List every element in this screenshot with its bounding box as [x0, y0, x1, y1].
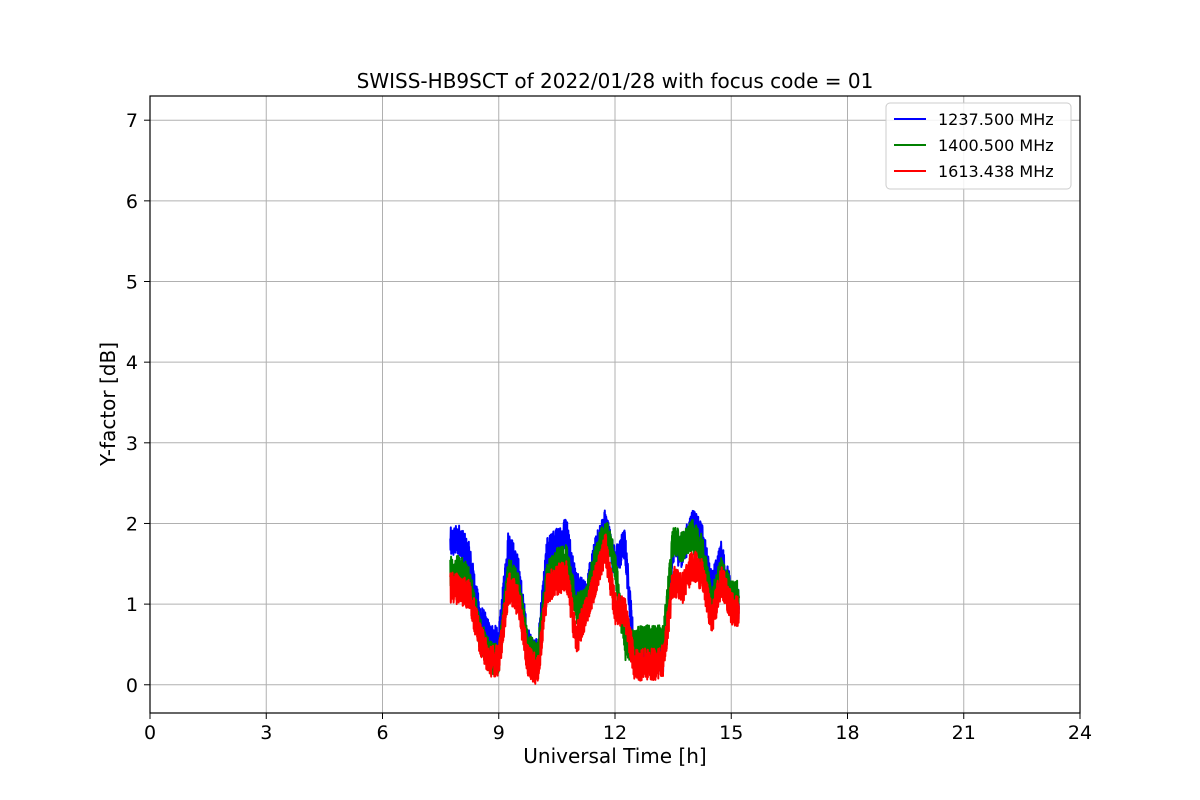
y-tick-label: 1: [126, 594, 138, 616]
chart-title: SWISS-HB9SCT of 2022/01/28 with focus co…: [357, 69, 874, 93]
plot-area: [449, 509, 740, 685]
legend: 1237.500 MHz 1400.500 MHz 1613.438 MHz: [885, 102, 1072, 190]
legend-label: 1400.500 MHz: [938, 136, 1054, 155]
x-tick-label: 6: [376, 722, 388, 744]
x-axis: 0 3 6 9 12 15 18 21 24: [144, 713, 1092, 744]
x-tick-label: 21: [952, 722, 976, 744]
x-tick-label: 9: [493, 722, 505, 744]
legend-label: 1613.438 MHz: [938, 162, 1054, 181]
legend-label: 1237.500 MHz: [938, 110, 1054, 129]
y-axis: 0 1 2 3 4 5 6 7: [126, 110, 150, 697]
y-tick-label: 3: [126, 433, 138, 455]
y-tick-label: 0: [126, 675, 138, 697]
x-tick-label: 24: [1068, 722, 1092, 744]
x-tick-label: 18: [835, 722, 859, 744]
x-tick-label: 12: [603, 722, 627, 744]
x-tick-label: 3: [260, 722, 272, 744]
y-axis-label: Y-factor [dB]: [96, 342, 120, 467]
y-tick-label: 4: [126, 352, 138, 374]
x-tick-label: 0: [144, 722, 156, 744]
x-axis-label: Universal Time [h]: [523, 744, 706, 768]
x-tick-label: 15: [719, 722, 743, 744]
series-line-3: [449, 533, 740, 685]
legend-box: [885, 102, 1072, 190]
y-tick-label: 7: [126, 110, 138, 132]
y-tick-label: 6: [126, 191, 138, 213]
y-tick-label: 5: [126, 272, 138, 294]
y-tick-label: 2: [126, 513, 138, 535]
